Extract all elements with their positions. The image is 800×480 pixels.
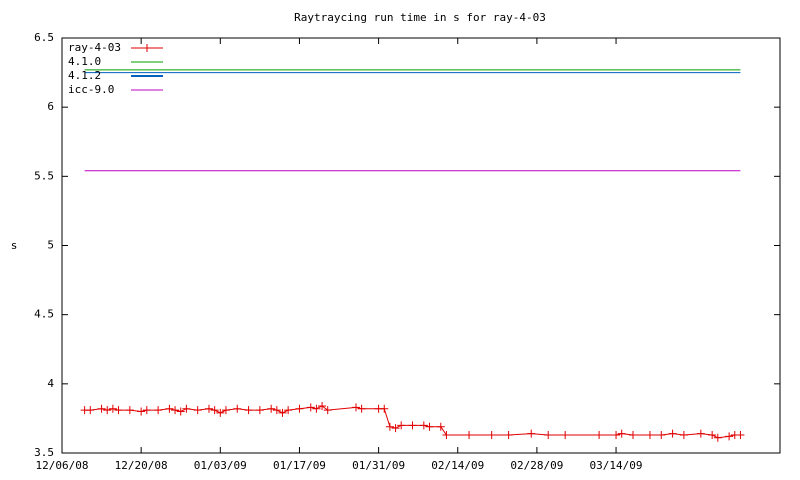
point-marker bbox=[142, 406, 151, 415]
point-marker bbox=[272, 406, 281, 415]
point-marker bbox=[210, 406, 219, 415]
point-marker bbox=[233, 404, 242, 413]
y-tick-label: 6.5 bbox=[34, 31, 54, 44]
point-marker bbox=[679, 431, 688, 440]
legend-label: ray-4-03 bbox=[68, 41, 121, 54]
point-marker bbox=[561, 431, 570, 440]
point-marker bbox=[487, 431, 496, 440]
x-tick-label: 12/20/08 bbox=[115, 459, 168, 472]
point-marker bbox=[419, 421, 428, 430]
point-marker bbox=[221, 406, 230, 415]
point-marker bbox=[442, 431, 451, 440]
x-tick-label: 03/14/09 bbox=[590, 459, 643, 472]
point-marker bbox=[357, 404, 366, 413]
x-tick-label: 01/31/09 bbox=[352, 459, 405, 472]
point-marker bbox=[351, 403, 360, 412]
point-marker bbox=[103, 406, 112, 415]
point-marker bbox=[244, 406, 253, 415]
point-marker bbox=[436, 422, 445, 431]
y-tick-label: 4.5 bbox=[34, 308, 54, 321]
point-marker bbox=[176, 407, 185, 416]
point-marker bbox=[171, 406, 180, 415]
point-marker bbox=[657, 431, 666, 440]
point-marker bbox=[465, 431, 474, 440]
legend-label: icc-9.0 bbox=[68, 83, 114, 96]
point-marker bbox=[380, 404, 389, 413]
point-marker bbox=[204, 404, 213, 413]
point-marker bbox=[323, 406, 332, 415]
point-marker bbox=[267, 404, 276, 413]
point-marker bbox=[696, 429, 705, 438]
point-marker bbox=[278, 408, 287, 417]
point-marker bbox=[527, 429, 536, 438]
legend-label: 4.1.2 bbox=[68, 69, 101, 82]
x-tick-label: 01/03/09 bbox=[194, 459, 247, 472]
point-marker bbox=[108, 404, 117, 413]
point-marker bbox=[736, 431, 745, 440]
chart-title: Raytraycing run time in s for ray-4-03 bbox=[294, 11, 546, 24]
point-marker bbox=[137, 407, 146, 416]
point-marker bbox=[193, 406, 202, 415]
point-marker bbox=[114, 406, 123, 415]
point-marker bbox=[645, 431, 654, 440]
point-marker bbox=[713, 433, 722, 442]
point-marker bbox=[86, 406, 95, 415]
point-marker bbox=[408, 421, 417, 430]
point-marker bbox=[425, 422, 434, 431]
point-marker bbox=[295, 404, 304, 413]
point-marker bbox=[284, 406, 293, 415]
x-tick-label: 02/28/09 bbox=[510, 459, 563, 472]
point-marker bbox=[391, 424, 400, 433]
point-marker bbox=[544, 431, 553, 440]
y-tick-label: 6 bbox=[47, 100, 54, 113]
point-marker bbox=[725, 432, 734, 441]
point-marker bbox=[629, 431, 638, 440]
point-marker bbox=[397, 421, 406, 430]
y-tick-label: 4 bbox=[47, 377, 54, 390]
point-marker bbox=[182, 404, 191, 413]
y-axis-label: s bbox=[11, 239, 18, 252]
point-marker bbox=[708, 431, 717, 440]
point-marker bbox=[306, 403, 315, 412]
point-marker bbox=[504, 431, 513, 440]
point-marker bbox=[312, 404, 321, 413]
y-tick-label: 5 bbox=[47, 239, 54, 252]
legend-label: 4.1.0 bbox=[68, 55, 101, 68]
x-tick-label: 02/14/09 bbox=[431, 459, 484, 472]
point-marker bbox=[154, 406, 163, 415]
point-marker bbox=[255, 406, 264, 415]
legend-marker bbox=[143, 44, 151, 52]
point-marker bbox=[97, 404, 106, 413]
point-marker bbox=[216, 408, 225, 417]
point-marker bbox=[318, 401, 327, 410]
point-marker bbox=[612, 431, 621, 440]
point-marker bbox=[165, 404, 174, 413]
y-tick-label: 3.5 bbox=[34, 446, 54, 459]
x-tick-label: 01/17/09 bbox=[273, 459, 326, 472]
y-tick-label: 5.5 bbox=[34, 169, 54, 182]
x-tick-label: 12/06/08 bbox=[36, 459, 89, 472]
point-marker bbox=[595, 431, 604, 440]
point-marker bbox=[668, 429, 677, 438]
point-marker bbox=[385, 422, 394, 431]
point-marker bbox=[617, 429, 626, 438]
point-marker bbox=[125, 406, 134, 415]
